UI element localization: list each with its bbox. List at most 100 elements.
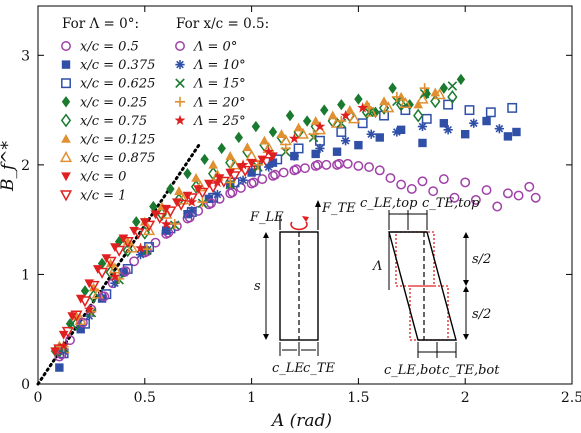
point-s2-13 [336, 127, 347, 137]
point-s0-37 [449, 192, 460, 203]
series-9 [56, 158, 345, 360]
point-s3-1 [65, 318, 75, 330]
point-s0-33 [406, 184, 417, 194]
point-s8-7 [113, 245, 126, 257]
point-s12-10 [336, 116, 347, 127]
point-s5-13 [276, 129, 287, 138]
point-s8-16 [207, 182, 220, 194]
point-s0-36 [438, 174, 449, 185]
point-s5-17 [345, 105, 355, 114]
legend: For Λ = 0°: For x/c = 0.5: x/c = 0.5x/c … [59, 16, 269, 203]
swept-label-c-le-bot: c_LE,bot [384, 363, 442, 378]
legend-marker-6 [59, 150, 73, 163]
swept-label-s-half-top: s/2 [472, 252, 491, 267]
point-s3-23 [439, 82, 449, 94]
legend-marker-3 [61, 96, 71, 108]
legend-label-4: x/c = 0.75 [80, 114, 147, 129]
point-s9-2 [99, 291, 110, 302]
point-s3-22 [422, 87, 431, 100]
point-s10-3 [135, 250, 146, 260]
point-s0-40 [481, 185, 492, 196]
point-s8-11 [153, 212, 166, 225]
point-s1-19 [461, 129, 470, 139]
point-s5-3 [105, 258, 116, 268]
point-s3-11 [234, 131, 243, 144]
point-s1-17 [418, 138, 427, 148]
point-s2-17 [421, 113, 432, 124]
point-s8-8 [121, 237, 134, 249]
point-s3-15 [302, 115, 312, 127]
point-s0-17 [235, 182, 246, 193]
point-s2-11 [293, 143, 304, 154]
legend-label-6: x/c = 0.875 [80, 151, 155, 166]
point-s0-38 [460, 177, 471, 188]
point-s0-25 [321, 159, 332, 170]
rect-span-arrow-head-top [263, 232, 269, 238]
swept-dotted-bot [409, 285, 449, 341]
point-s1-13 [332, 147, 342, 156]
point-s5-10 [225, 151, 236, 160]
point-s3-12 [251, 120, 261, 133]
point-s8-13 [175, 199, 188, 211]
point-s0-44 [524, 181, 535, 192]
point-s3-6 [149, 200, 158, 213]
rect-label-f-te: F_TE [321, 201, 356, 216]
legend-group-1-title: For Λ = 0°: [62, 16, 139, 32]
point-s11-14 [447, 81, 458, 91]
point-s0-35 [428, 186, 439, 197]
point-s6-1 [74, 313, 87, 325]
x-tick-label-0: 0 [34, 390, 43, 406]
point-s10-8 [264, 162, 274, 172]
point-s2-19 [464, 105, 475, 116]
swept-label-c-te-bot: c_TE,bot [442, 363, 500, 378]
legend-label-12: Λ = 20° [193, 95, 246, 110]
point-s1-14 [354, 140, 363, 150]
point-s2-3 [122, 264, 133, 274]
point-s4-4 [122, 243, 133, 258]
rect-rotation-arrow-head [302, 216, 309, 222]
point-s3-24 [456, 73, 466, 86]
point-s10-7 [238, 175, 248, 185]
point-s9-11 [291, 164, 302, 175]
point-s3-9 [200, 153, 209, 166]
point-s0-19 [257, 174, 268, 185]
y-tick-label-0: 0 [21, 377, 30, 393]
point-s8-4 [87, 280, 100, 292]
y-tick-label-2: 2 [21, 158, 30, 174]
point-s4-2 [88, 289, 99, 304]
legend-label-13: Λ = 25° [193, 114, 246, 129]
point-s12-12 [391, 91, 402, 102]
point-s13-0 [58, 340, 69, 351]
point-s2-18 [443, 99, 454, 110]
x-axis-title: A (rad) [270, 411, 332, 431]
point-s0-31 [385, 173, 396, 183]
legend-label-9: Λ = 0° [193, 40, 237, 55]
point-s13-4 [160, 218, 172, 229]
legend-marker-2 [61, 78, 71, 89]
point-s1-12 [311, 149, 320, 159]
point-s8-15 [196, 187, 209, 199]
point-s13-3 [135, 242, 146, 253]
point-s11-13 [419, 88, 430, 99]
legend-label-3: x/c = 0.25 [80, 95, 147, 110]
point-s0-32 [396, 179, 407, 190]
point-s0-42 [502, 188, 513, 199]
point-s9-3 [120, 266, 131, 277]
point-s7-2 [67, 312, 78, 322]
point-s3-10 [217, 142, 226, 155]
legend-label-10: Λ = 10° [193, 58, 246, 73]
rect-label-f-le: F_LE [249, 210, 284, 225]
inset-rectangular-wing [263, 200, 321, 356]
point-s3-18 [354, 93, 363, 105]
point-s6-21 [416, 92, 429, 104]
point-s10-17 [494, 124, 504, 134]
swept-label-lambda: Λ [372, 259, 382, 274]
point-s12-3 [141, 244, 152, 255]
point-s12-8 [280, 143, 291, 154]
rect-rotation-arrow [290, 221, 308, 231]
point-s3-5 [132, 216, 141, 228]
legend-label-8: x/c = 1 [80, 188, 126, 203]
point-s3-14 [285, 109, 295, 122]
point-s5-9 [208, 159, 218, 169]
point-s4-23 [447, 90, 458, 104]
